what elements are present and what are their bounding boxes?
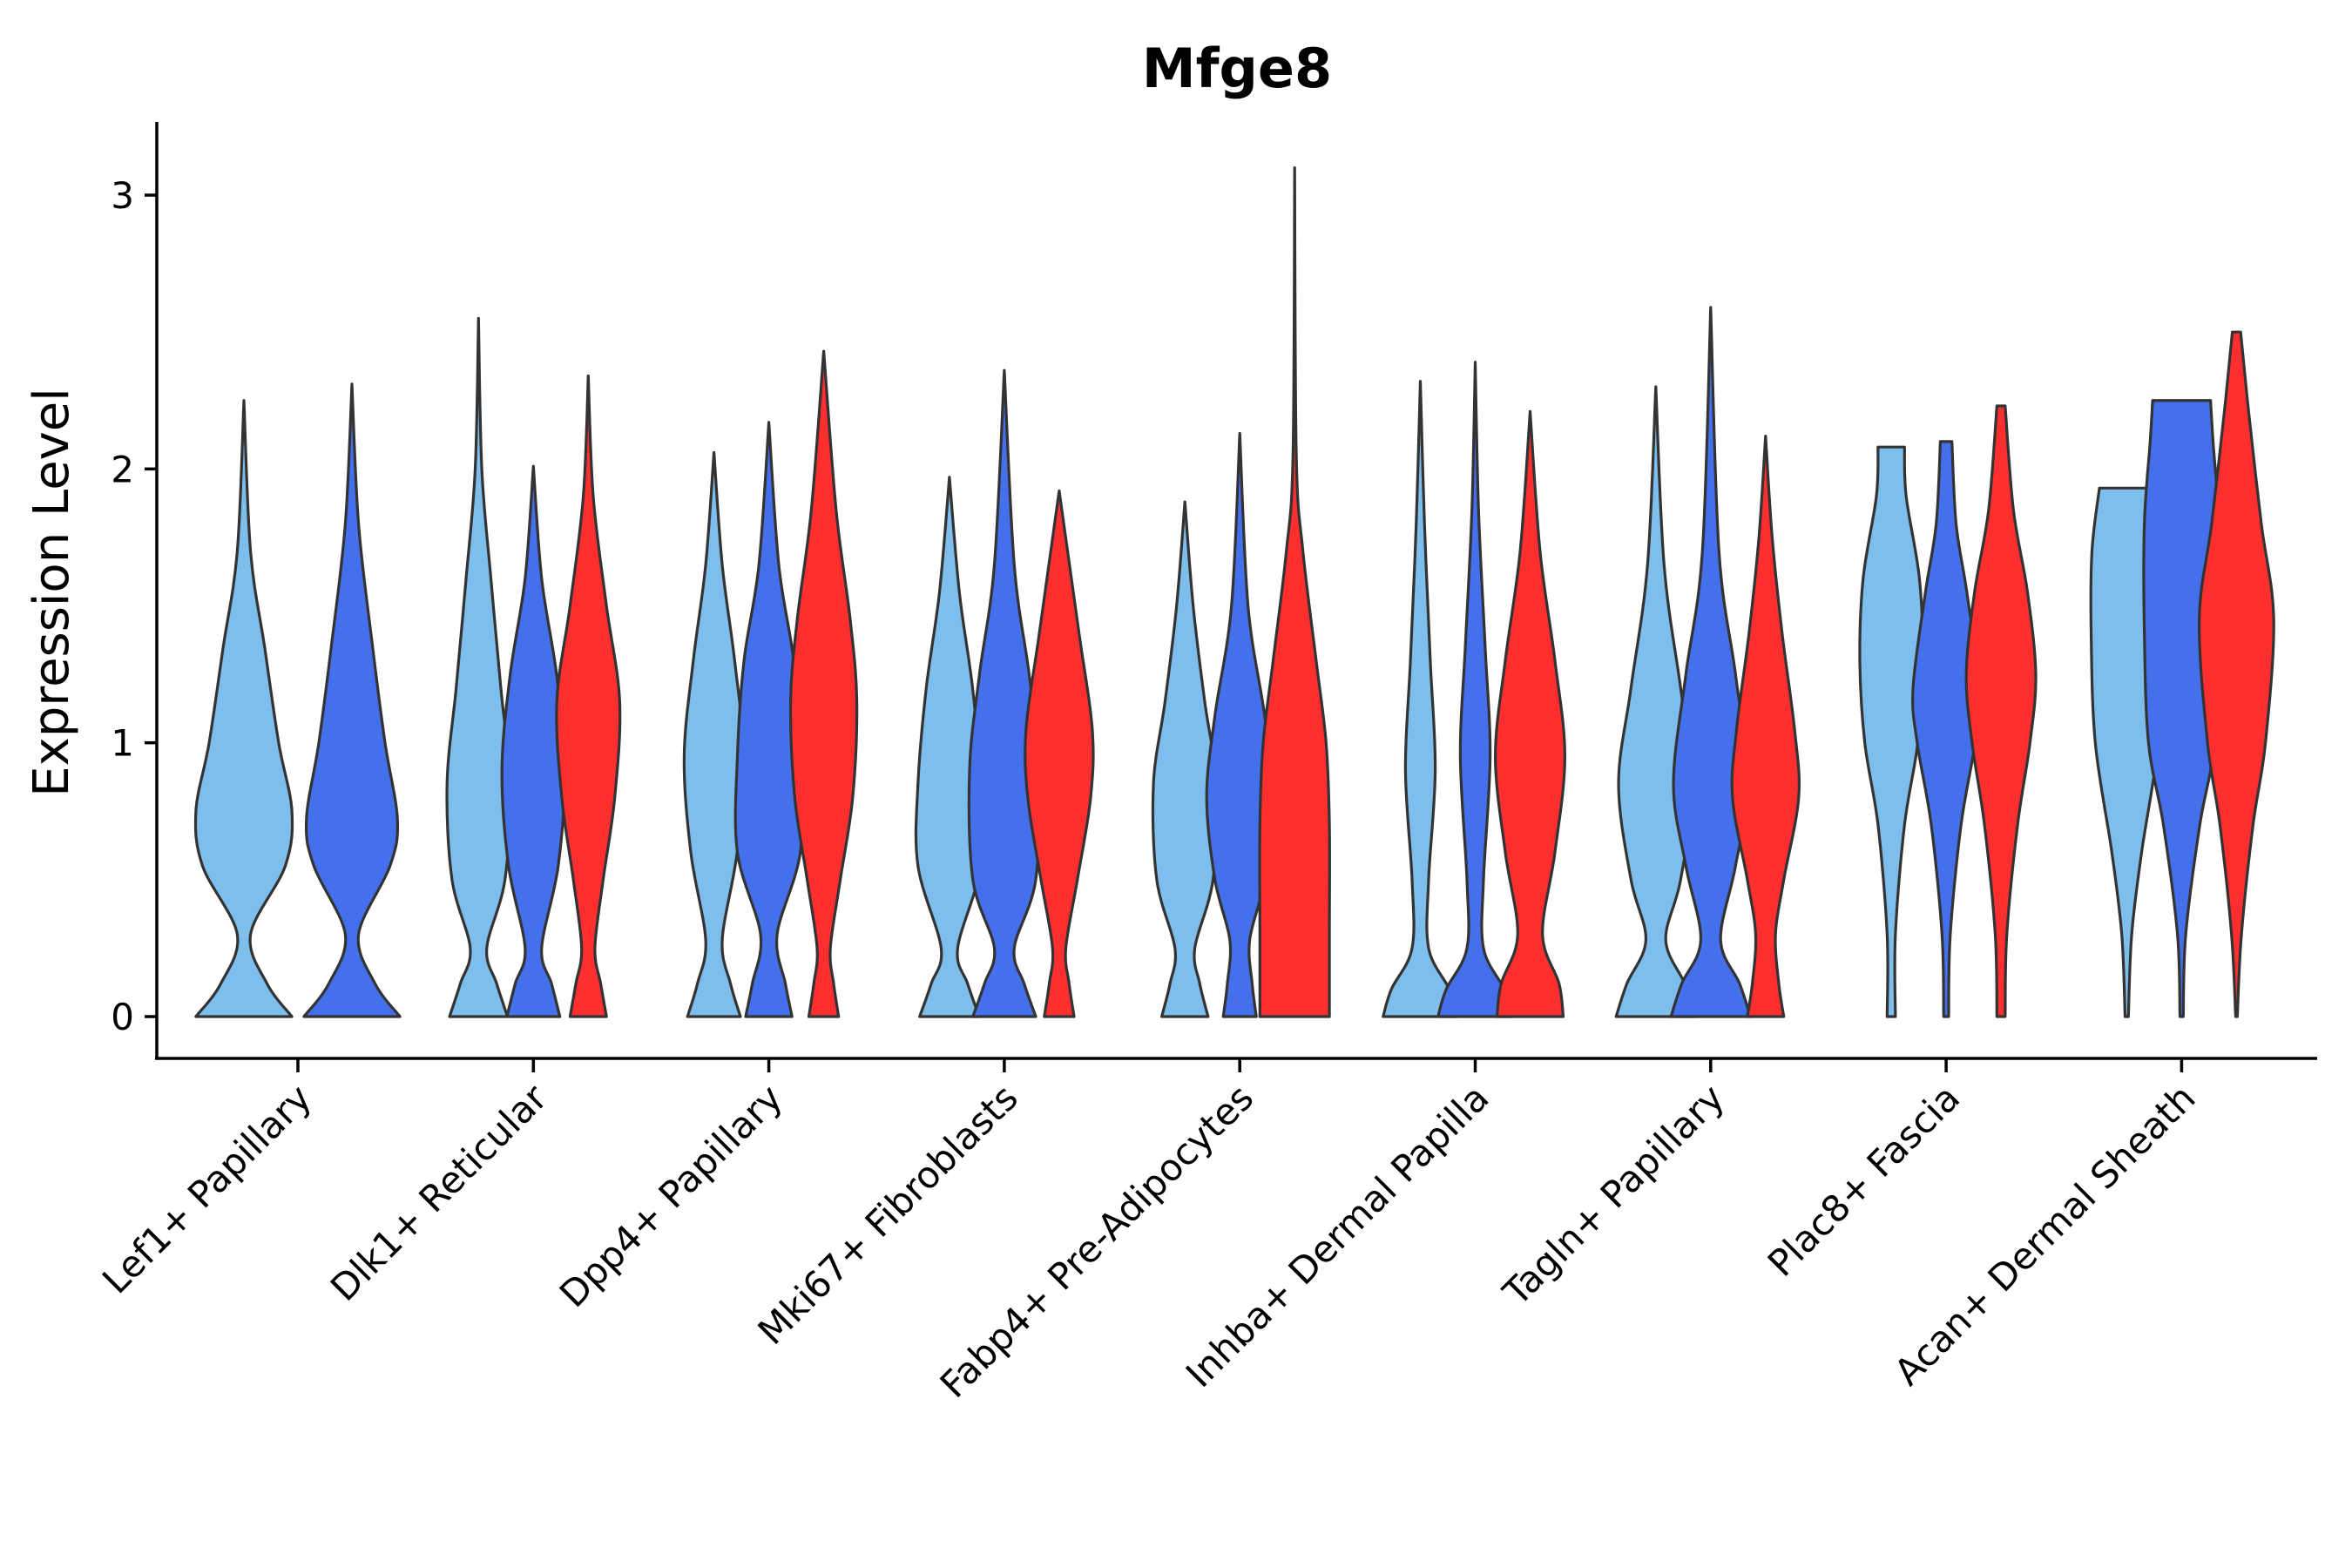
violin-fabp4-pre-adipocytes-group1 — [1151, 500, 1219, 1018]
violin-plac8-fascia-group2 — [1911, 440, 1982, 1018]
y-tick-label: 2 — [111, 448, 134, 490]
violin-fabp4-pre-adipocytes-group3 — [1258, 166, 1331, 1018]
y-axis-label: Expression Level — [24, 388, 80, 797]
x-tick-label: Plac8+ Fascia — [1760, 1076, 1968, 1284]
violin-plac8-fascia-group3 — [1964, 404, 2038, 1018]
violin-tagln-papillary-group3 — [1730, 435, 1801, 1018]
violin-dlk1-reticular-group2 — [500, 464, 567, 1018]
y-tick-label: 0 — [111, 996, 134, 1038]
violin-dlk1-reticular-group3 — [555, 374, 622, 1018]
violin-acan-dermal-sheath-group3 — [2197, 330, 2275, 1018]
violins-layer — [193, 166, 2275, 1018]
x-tick-label: Lef1+ Papillary — [94, 1076, 320, 1301]
x-tick-label: Mki67+ Fibroblasts — [749, 1076, 1025, 1352]
violin-dpp4-papillary-group2 — [733, 421, 804, 1018]
violin-dpp4-papillary-group1 — [682, 450, 746, 1018]
violin-tagln-papillary-group1 — [1614, 385, 1697, 1018]
violin-mki67-fibroblasts-group3 — [1024, 489, 1095, 1018]
x-tick-label: Tagln+ Papillary — [1494, 1076, 1732, 1314]
y-tick-label: 1 — [111, 722, 134, 765]
violin-dlk1-reticular-group1 — [445, 316, 512, 1018]
violin-inhba-dermal-papilla-group1 — [1382, 380, 1459, 1018]
violin-inhba-dermal-papilla-group2 — [1436, 361, 1514, 1018]
x-tick-label: Dpp4+ Papillary — [551, 1076, 791, 1315]
violin-tagln-papillary-group2 — [1669, 306, 1752, 1018]
violin-lef1-papillary-group2 — [302, 382, 402, 1018]
x-tick-label: Dlk1+ Reticular — [322, 1076, 556, 1309]
violin-mki67-fibroblasts-group2 — [967, 368, 1042, 1018]
violin-inhba-dermal-papilla-group3 — [1494, 409, 1566, 1018]
violin-lef1-papillary-group1 — [193, 399, 294, 1018]
violin-plac8-fascia-group1 — [1858, 445, 1924, 1018]
violin-acan-dermal-sheath-group2 — [2142, 399, 2221, 1018]
chart-title: Mfge8 — [1142, 37, 1332, 100]
y-tick-label: 3 — [111, 174, 134, 217]
violin-dpp4-papillary-group3 — [788, 349, 859, 1018]
violin-mki67-fibroblasts-group1 — [914, 476, 984, 1018]
